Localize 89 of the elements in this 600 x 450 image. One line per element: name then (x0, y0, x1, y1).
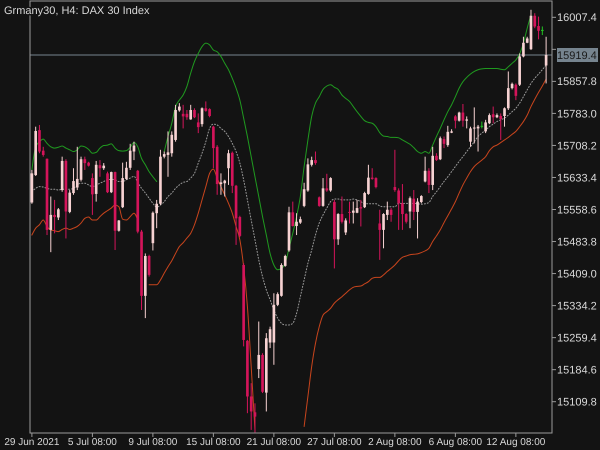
candlestick (257, 321, 260, 379)
candlestick (38, 124, 41, 154)
candlestick (397, 188, 400, 230)
candlestick (499, 112, 502, 140)
x-tick-label: 12 Aug 08:00 (486, 437, 546, 448)
candlestick (110, 171, 113, 194)
candlestick (428, 168, 430, 194)
candlestick (348, 201, 351, 224)
candlestick (189, 104, 192, 120)
y-tick-label: 15633.4 (557, 172, 597, 184)
y-tick-label: 16007.4 (557, 12, 597, 24)
x-tick-label: 5 Jul 08:00 (68, 437, 118, 448)
x-tick-label: 2 Aug 08:00 (368, 437, 422, 448)
y-tick-label: 15857.8 (557, 76, 597, 88)
y-tick-label: 15334.2 (557, 300, 597, 312)
candlestick (98, 160, 102, 178)
ref-line-label: 15919.4 (557, 50, 597, 62)
candlestick (340, 196, 344, 224)
candlestick (533, 12, 536, 29)
candlestick (322, 178, 324, 208)
candlestick (196, 112, 200, 134)
y-tick-label: 15409.0 (557, 268, 597, 280)
y-tick-label: 15483.8 (557, 236, 597, 248)
candlestick (186, 109, 188, 120)
x-tick-label: 9 Jul 08:00 (128, 437, 178, 448)
candlestick (182, 104, 184, 129)
candlestick (544, 36, 548, 84)
candlestick (227, 149, 230, 186)
candlestick (344, 218, 348, 236)
candlestick (514, 82, 518, 101)
candlestick (458, 111, 460, 122)
candlestick (291, 201, 294, 227)
candlestick (250, 382, 253, 430)
candlestick (314, 151, 317, 166)
candlestick (503, 106, 506, 128)
candlestick (106, 171, 109, 194)
y-tick-label: 15184.6 (557, 364, 597, 377)
candlestick (537, 16, 540, 40)
y-tick-label: 15708.2 (557, 140, 597, 152)
candlestick (522, 36, 525, 58)
x-tick-label: 27 Jul 08:00 (307, 437, 362, 448)
candlestick (446, 125, 450, 148)
y-tick-label: 15558.6 (557, 204, 597, 216)
candlestick (484, 119, 487, 134)
x-tick-label: 6 Aug 08:00 (428, 437, 482, 448)
candlestick (91, 172, 94, 216)
candlestick (57, 208, 60, 221)
x-tick-label: 15 Jul 08:00 (186, 437, 242, 448)
candlestick (394, 149, 396, 192)
candlestick (166, 130, 170, 178)
candlestick (462, 103, 464, 128)
candlestick (378, 209, 382, 260)
y-tick-label: 15259.4 (557, 332, 597, 344)
candlestick (438, 136, 442, 161)
candlestick (506, 70, 510, 110)
candlestick (424, 156, 426, 183)
candlestick (128, 143, 132, 170)
candlestick (118, 220, 120, 232)
y-tick-label: 15783.0 (557, 108, 597, 120)
candlestick (84, 156, 86, 170)
candlestick (200, 106, 204, 128)
candlestick (352, 201, 355, 224)
candlestick (401, 184, 404, 230)
candlestick (204, 100, 208, 112)
candlestick (442, 136, 446, 149)
candlestick (329, 176, 332, 192)
candlestick (360, 199, 362, 227)
candlestick (193, 108, 196, 119)
candlestick (49, 196, 52, 253)
candlestick (76, 146, 79, 191)
candlestick (390, 208, 392, 222)
candlestick (472, 106, 476, 144)
candlestick (408, 196, 412, 229)
candlestick (155, 199, 158, 229)
candlestick (492, 106, 494, 124)
candlestick (374, 176, 378, 189)
candlestick (416, 198, 419, 239)
candlestick (412, 190, 416, 221)
candlestick (469, 126, 472, 148)
y-tick-label: 15109.8 (557, 396, 597, 409)
candlestick (382, 212, 385, 249)
candlestick (254, 402, 256, 433)
candlestick (148, 254, 150, 278)
candlestick (223, 179, 226, 197)
x-tick-label: 29 Jun 2021 (4, 437, 60, 448)
candlestick (318, 196, 321, 208)
candlestick (220, 172, 222, 196)
x-tick-label: 21 Jul 08:00 (246, 437, 302, 448)
candlestick (295, 212, 298, 236)
